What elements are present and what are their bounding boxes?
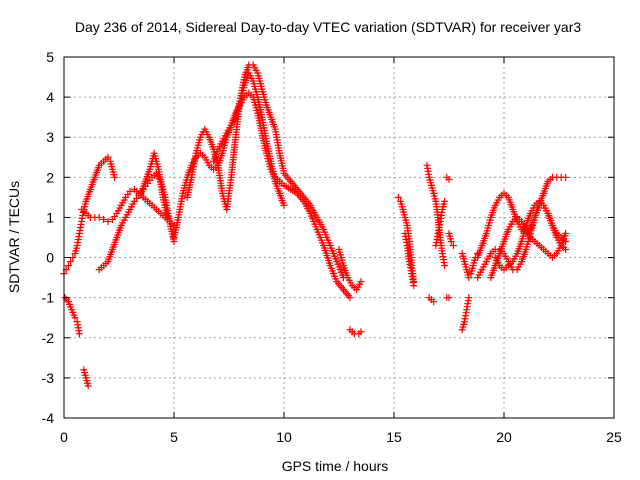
series-s10 bbox=[335, 246, 365, 294]
series-s16 bbox=[432, 197, 449, 250]
data-point bbox=[75, 330, 83, 338]
data-point bbox=[357, 328, 365, 336]
series-s6 bbox=[80, 366, 92, 390]
data-point bbox=[104, 217, 112, 225]
series-s19 bbox=[443, 294, 453, 302]
data-point bbox=[430, 298, 438, 306]
data-point bbox=[445, 175, 453, 183]
data-point bbox=[562, 173, 570, 181]
data-point bbox=[67, 258, 75, 266]
data-point bbox=[100, 215, 108, 223]
data-point bbox=[71, 314, 79, 322]
data-point bbox=[104, 153, 112, 161]
series-s24 bbox=[487, 213, 570, 282]
data-point bbox=[449, 242, 457, 250]
data-point bbox=[346, 294, 354, 302]
data-point bbox=[84, 382, 92, 390]
x-tick-label: 0 bbox=[60, 429, 68, 445]
y-tick-label: -3 bbox=[42, 370, 55, 386]
x-tick-label: 20 bbox=[496, 429, 512, 445]
series-s25 bbox=[491, 197, 570, 274]
data-point bbox=[562, 229, 570, 237]
data-point bbox=[394, 193, 402, 201]
data-point bbox=[111, 173, 119, 181]
data-point bbox=[280, 201, 288, 209]
series-s4 bbox=[137, 149, 171, 221]
series-s13 bbox=[401, 229, 418, 290]
x-tick-label: 5 bbox=[170, 429, 178, 445]
data-point bbox=[410, 282, 418, 290]
y-tick-label: 1 bbox=[46, 209, 54, 225]
x-tick-label: 15 bbox=[386, 429, 402, 445]
series-s5 bbox=[61, 294, 83, 338]
data-point bbox=[64, 262, 72, 270]
axis-ticks bbox=[63, 56, 615, 419]
y-tick-label: 2 bbox=[46, 169, 54, 185]
x-tick-label: 10 bbox=[276, 429, 292, 445]
data-points bbox=[60, 61, 570, 390]
series-s17 bbox=[443, 173, 453, 183]
x-axis-label: GPS time / hours bbox=[282, 458, 389, 474]
data-point bbox=[445, 294, 453, 302]
series-s21 bbox=[458, 294, 473, 334]
y-tick-label: 5 bbox=[46, 49, 54, 65]
y-axis-label: SDTVAR / TECUs bbox=[6, 181, 22, 293]
series-s15 bbox=[425, 294, 438, 306]
y-tick-label: -2 bbox=[42, 330, 55, 346]
data-point bbox=[357, 278, 365, 286]
data-point bbox=[441, 197, 449, 205]
y-tick-label: 4 bbox=[46, 89, 54, 105]
data-point bbox=[441, 262, 449, 270]
data-point bbox=[465, 294, 473, 302]
plot-frame bbox=[63, 56, 615, 419]
data-point bbox=[163, 213, 171, 221]
y-tick-label: -4 bbox=[42, 410, 55, 426]
data-point bbox=[126, 187, 134, 195]
data-point bbox=[465, 274, 473, 282]
data-point bbox=[69, 254, 77, 262]
x-tick-label: 25 bbox=[606, 429, 622, 445]
y-tick-label: -1 bbox=[42, 290, 55, 306]
series-s9 bbox=[210, 69, 288, 209]
axis-tick-labels: 0 5 10 15 20 25 -4 -3 -2 -1 0 1 2 3 4 5 bbox=[42, 49, 622, 445]
data-point bbox=[562, 246, 570, 254]
data-point bbox=[447, 238, 455, 246]
series-s11 bbox=[346, 326, 365, 338]
y-tick-label: 3 bbox=[46, 129, 54, 145]
series-s18 bbox=[445, 229, 457, 250]
chart-title: Day 236 of 2014, Sidereal Day-to-day VTE… bbox=[75, 19, 581, 35]
y-tick-label: 0 bbox=[46, 250, 54, 266]
data-point bbox=[95, 213, 103, 221]
